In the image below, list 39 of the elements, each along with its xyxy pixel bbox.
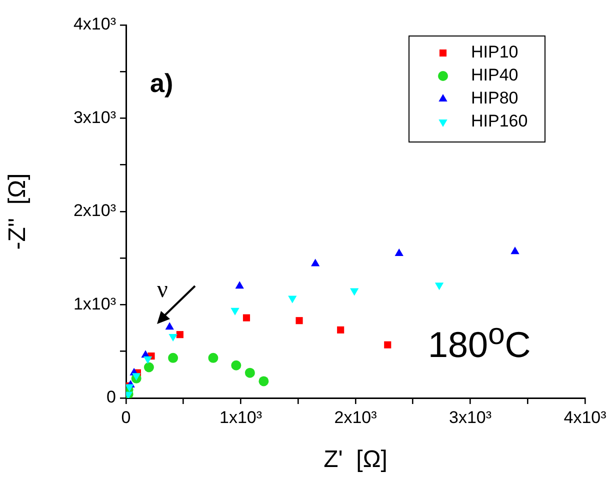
point: [168, 334, 178, 342]
y-tick-label: 0: [106, 388, 116, 407]
x-tick-label: 2x10³: [334, 408, 378, 427]
point: [144, 362, 154, 372]
legend-label: HIP160: [471, 112, 528, 131]
x-tick-label: 0: [121, 408, 131, 427]
point: [244, 368, 255, 378]
x-tick-label: 1x10³: [219, 408, 262, 427]
y-tick-label: 3x10³: [73, 108, 116, 127]
y-tick-label: 4x10³: [73, 14, 116, 34]
point: [258, 376, 269, 386]
point: [132, 373, 141, 381]
point: [384, 341, 392, 348]
point: [126, 384, 134, 392]
point: [235, 281, 244, 289]
annotation: a): [150, 68, 174, 98]
point: [242, 314, 250, 322]
y-tick-label: 2x10³: [73, 201, 116, 220]
point: [510, 246, 520, 254]
x-axis-title: Z' [Ω]: [324, 446, 388, 474]
point: [231, 360, 242, 370]
y-axis-title: -Z'' [Ω]: [4, 173, 32, 250]
legend-label: HIP80: [471, 88, 518, 108]
point: [311, 258, 320, 266]
point: [208, 352, 218, 363]
annotation: 180$^{o}$C: [428, 318, 531, 365]
x-tick-label: 4x10³: [564, 408, 607, 427]
point: [394, 248, 404, 256]
x-tick-label: 3x10³: [448, 408, 492, 427]
legend-label: HIP10: [471, 42, 518, 62]
point: [143, 356, 152, 364]
point: [296, 317, 303, 324]
point: [165, 322, 174, 330]
point: [168, 352, 178, 363]
point: [337, 326, 344, 334]
annotation: ν: [157, 277, 168, 303]
point: [176, 331, 184, 338]
legend-label: HIP40: [471, 66, 518, 85]
y-tick-label: 1x10³: [73, 294, 116, 314]
